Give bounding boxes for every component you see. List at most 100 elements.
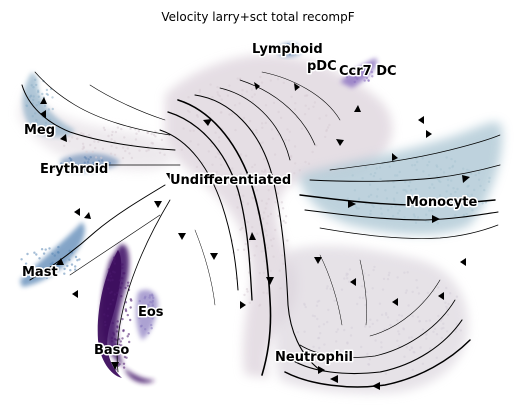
cell-point [115,146,118,149]
cell-point [121,317,124,321]
cell-point [262,291,265,294]
cell-point [329,287,332,291]
cell-point [245,288,249,291]
arrowhead [166,173,174,180]
velocity-streamlines [21,71,501,388]
cell-point [207,150,210,153]
cell-point [483,188,486,192]
cell-point [367,363,370,366]
cell-point [398,332,401,336]
cell-point [307,107,310,111]
cell-point [378,302,382,305]
cell-point [334,352,337,356]
cell-point [24,262,28,265]
cell-point [116,291,119,295]
cell-point [266,292,269,295]
cell-point [124,149,127,153]
cell-point [404,189,407,192]
cell-point [324,135,327,139]
cell-point [445,286,448,290]
streamline [116,199,171,373]
cell-point [44,248,47,251]
cell-point [265,183,268,187]
cell-point [198,90,201,94]
streamline [319,254,343,326]
cell-point [360,285,364,288]
cell-point [294,102,297,105]
cell-point [428,319,431,322]
streamline [319,224,499,239]
cluster-label-mast: Mast [22,265,58,280]
arrowhead [418,116,424,124]
cell-point [35,104,38,107]
cell-point [143,312,146,316]
cell-point [112,260,115,263]
cell-point [119,350,122,354]
cell-point [455,323,459,326]
cell-point [103,320,107,324]
streamline [304,209,499,221]
cell-point [110,133,114,137]
cell-point [107,268,111,271]
cell-point [48,247,51,250]
cell-point [141,314,144,318]
cell-point [282,81,285,85]
cell-point [40,270,43,273]
cell-point [410,189,413,192]
cell-point [45,88,49,92]
cell-point [426,164,429,167]
cell-point [20,258,23,261]
cell-point [363,69,366,72]
cell-point [112,270,115,273]
cell-point [262,170,265,174]
cell-point [87,133,91,137]
cell-point [467,184,470,187]
cell-point [388,165,391,168]
cell-point [101,147,105,150]
cell-point [404,180,407,184]
cell-point [404,291,408,294]
cell-point [350,326,353,329]
cell-point [242,248,246,251]
cell-point [384,189,387,192]
cell-point [151,301,154,304]
cell-point [361,177,364,180]
cell-point [255,245,258,248]
cell-point [311,314,315,317]
cell-point [49,273,52,277]
cell-point [272,101,276,105]
cell-point [323,343,326,346]
streamline [159,129,239,291]
cell-point [381,288,385,291]
cell-point [122,329,125,332]
cell-point [418,320,421,323]
streamline [69,214,161,276]
cell-point [150,132,153,136]
cell-point [151,294,154,298]
cell-point [123,136,126,139]
arrowhead [240,301,246,309]
cell-point [373,171,377,175]
cell-point [144,328,147,331]
cell-point [279,287,282,290]
arrowhead [336,139,344,146]
cell-point [274,228,277,232]
cluster-label-eos: Eos [138,305,164,320]
cell-point [303,94,307,98]
cell-point [244,242,247,246]
cell-point [447,302,450,306]
cell-point [228,84,231,87]
cell-point [357,207,361,210]
cell-point [120,295,123,298]
arrowhead [372,382,380,390]
cell-point [231,167,234,170]
arrowhead [111,362,119,370]
streamline [167,111,253,301]
cell-point [259,75,262,79]
cell-point [211,163,214,166]
cell-point [400,314,404,317]
cell-point [264,207,267,210]
cell-point [110,350,114,353]
cell-point [70,263,74,266]
cell-point [228,113,231,116]
